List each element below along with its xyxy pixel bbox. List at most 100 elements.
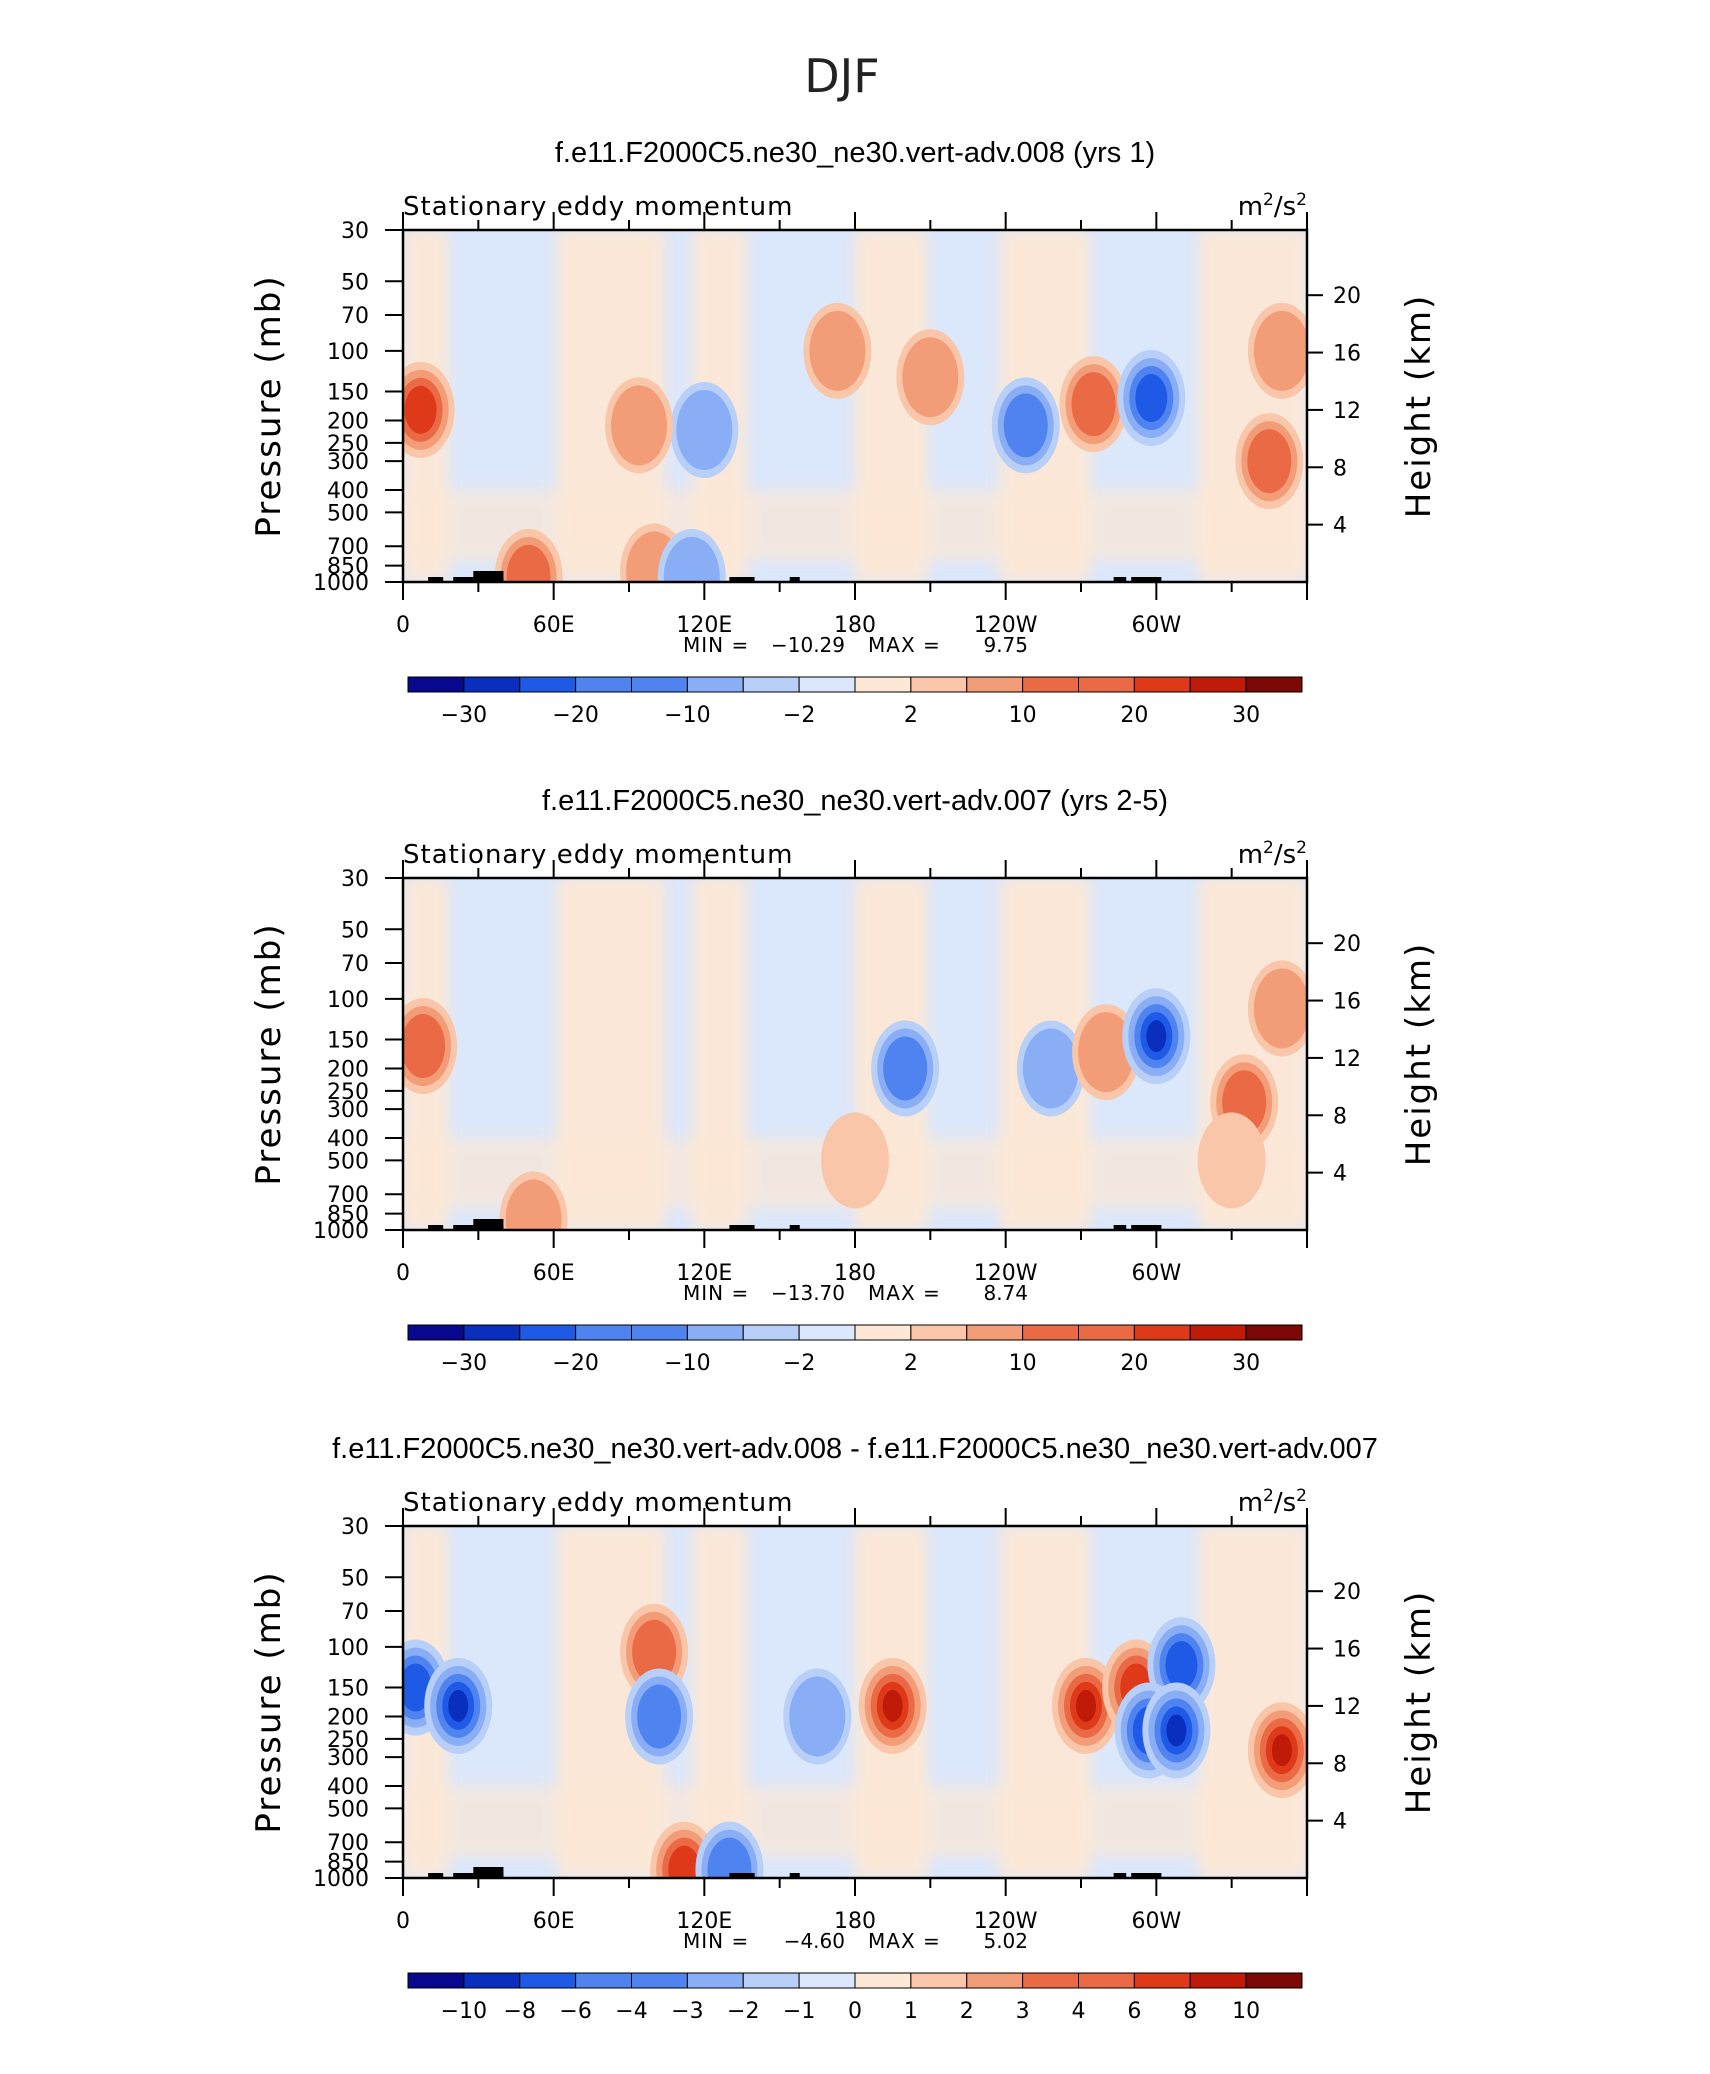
pressure-tick-label: 300 <box>327 450 369 475</box>
colorbar-label: −20 <box>552 703 598 728</box>
colorbar-label: 20 <box>1120 703 1148 728</box>
colorbar-label: 4 <box>1072 1999 1086 2024</box>
colorbar-box <box>742 1972 800 1989</box>
contour-field <box>403 230 1307 582</box>
colorbar-box <box>966 1324 1024 1341</box>
pressure-tick-label: 850 <box>327 1203 369 1228</box>
colorbar-box <box>686 1324 744 1341</box>
pressure-tick-label: 150 <box>327 381 369 406</box>
warm-band <box>403 1786 1307 1857</box>
y-axis-label-left: Pressure (mb) <box>249 1570 289 1833</box>
contour-blob <box>1197 1112 1266 1209</box>
pressure-tick-label: 1000 <box>313 571 369 596</box>
height-tick-label: 16 <box>1333 342 1361 367</box>
colorbar-box <box>575 1324 632 1341</box>
pressure-tick-label: 400 <box>327 1127 369 1152</box>
colorbar-box <box>1245 1972 1303 1989</box>
pressure-tick-label: 1000 <box>313 1867 369 1892</box>
panel-subtitle: f.e11.F2000C5.ne30_ne30.vert-adv.008 (yr… <box>555 137 1155 169</box>
topography <box>1113 577 1127 582</box>
colorbar-box <box>1022 1324 1079 1341</box>
colorbar-box <box>407 1324 465 1341</box>
colorbar-box <box>463 1972 521 1989</box>
y-axis-label-right: Height (km) <box>1399 942 1439 1167</box>
colorbar-box <box>742 1324 800 1341</box>
contour-blob <box>1071 372 1116 437</box>
pressure-tick-label: 100 <box>327 988 369 1013</box>
units-exp2: 2 <box>1296 1486 1307 1506</box>
colorbar-box <box>1078 1324 1135 1341</box>
panel-3: f.e11.F2000C5.ne30_ne30.vert-adv.008 - f… <box>249 1433 1439 2024</box>
height-tick-label: 4 <box>1333 514 1347 539</box>
colorbar-box <box>798 676 856 693</box>
pressure-tick-label: 70 <box>341 1600 369 1625</box>
topography <box>428 1873 444 1878</box>
pressure-tick-label: 500 <box>327 1797 369 1822</box>
pressure-tick-label: 400 <box>327 1775 369 1800</box>
units-base: m <box>1238 192 1263 222</box>
colorbar-label: −10 <box>664 703 710 728</box>
max-value: 5.02 <box>983 1929 1028 1953</box>
topography <box>789 1873 800 1878</box>
colorbar-label: −30 <box>441 1351 487 1376</box>
colorbar-box <box>1245 1324 1303 1341</box>
colorbar-box <box>854 1972 912 1989</box>
colorbar-box <box>1189 1972 1247 1989</box>
contour-blob <box>789 1676 846 1757</box>
pressure-tick-label: 250 <box>327 1080 369 1105</box>
height-tick-label: 12 <box>1333 399 1361 424</box>
contour-blob <box>1076 1689 1097 1722</box>
units-base2: s <box>1283 840 1297 870</box>
colorbar-box <box>463 1324 521 1341</box>
min-label: MIN = <box>683 1281 749 1305</box>
pressure-tick-label: 500 <box>327 1149 369 1174</box>
topography <box>1131 1225 1162 1230</box>
contour-blob <box>1253 310 1307 391</box>
units-label: m2/s2 <box>1238 190 1307 222</box>
topography <box>729 1873 755 1878</box>
contour-blob <box>821 1112 889 1209</box>
contour-blob <box>676 390 733 471</box>
colorbar-box <box>631 676 688 693</box>
colorbar-box <box>854 1324 912 1341</box>
topography <box>1113 1225 1127 1230</box>
height-tick-label: 16 <box>1333 1638 1361 1663</box>
colorbar-label: −3 <box>671 1999 703 2024</box>
units-exp: 2 <box>1263 838 1274 858</box>
topography <box>1131 577 1162 582</box>
height-tick-label: 8 <box>1333 1104 1347 1129</box>
x-tick-label: 0 <box>396 613 410 638</box>
contour-blob <box>403 1663 432 1712</box>
colorbar-box <box>966 676 1024 693</box>
contour-blob <box>611 385 668 466</box>
colorbar-box <box>910 676 968 693</box>
topography <box>473 1867 504 1878</box>
contour-blob <box>1166 1714 1187 1747</box>
units-base2: s <box>1283 192 1297 222</box>
contour-blob <box>883 1036 928 1101</box>
colorbar-label: 10 <box>1009 1351 1037 1376</box>
colorbar-label: −2 <box>783 1351 815 1376</box>
colorbar-label: 10 <box>1232 1999 1260 2024</box>
height-tick-label: 12 <box>1333 1047 1361 1072</box>
colorbar-box <box>798 1324 856 1341</box>
variable-label: Stationary eddy momentum <box>403 1488 793 1518</box>
colorbar-box <box>1022 1972 1079 1989</box>
topography <box>1113 1873 1127 1878</box>
colorbar-label: 6 <box>1127 1999 1141 2024</box>
y-axis-label-left: Pressure (mb) <box>249 922 289 1185</box>
min-value: −13.70 <box>771 1281 845 1305</box>
max-value: 9.75 <box>983 633 1028 657</box>
units-base: m <box>1238 1488 1263 1518</box>
panel-1: f.e11.F2000C5.ne30_ne30.vert-adv.008 (yr… <box>249 137 1439 728</box>
colorbar-box <box>1189 676 1247 693</box>
colorbar-label: 10 <box>1009 703 1037 728</box>
pressure-tick-label: 50 <box>341 270 369 295</box>
colorbar-label: 2 <box>960 1999 974 2024</box>
contour-blob <box>506 544 551 582</box>
contour-blob <box>663 536 720 582</box>
colorbar-label: 0 <box>848 1999 862 2024</box>
pressure-tick-label: 150 <box>327 1677 369 1702</box>
pressure-tick-label: 200 <box>327 409 369 434</box>
units-exp2: 2 <box>1296 190 1307 210</box>
